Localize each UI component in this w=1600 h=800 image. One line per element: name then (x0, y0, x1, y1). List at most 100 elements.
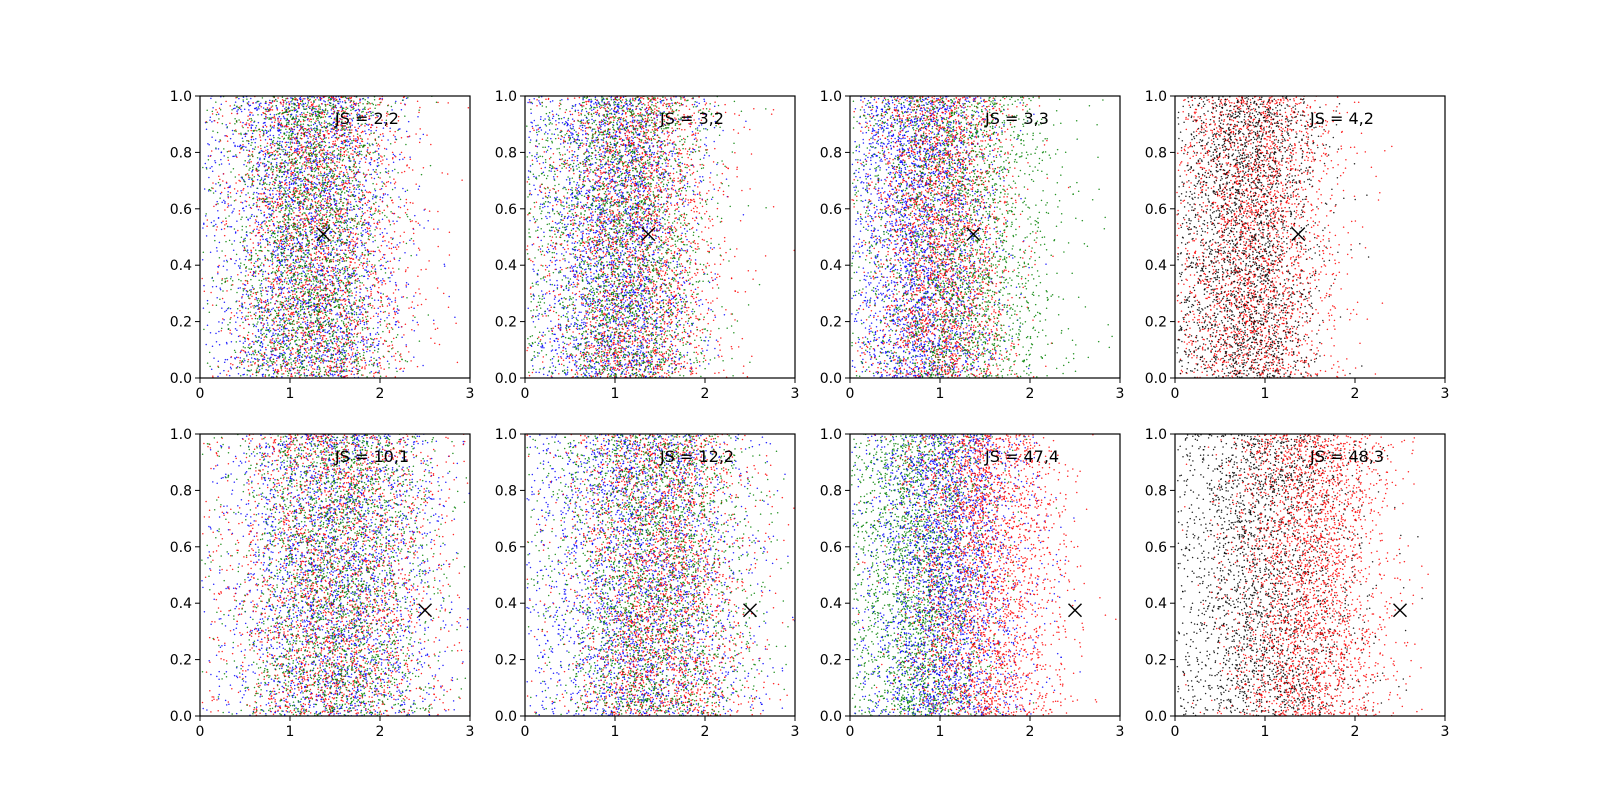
data-point (267, 304, 270, 306)
data-point (354, 104, 357, 106)
data-point (280, 280, 283, 282)
data-point (349, 251, 351, 254)
data-point (299, 344, 301, 347)
data-point (294, 121, 296, 123)
data-point (351, 343, 353, 345)
data-point (353, 297, 356, 299)
data-point (265, 279, 267, 281)
data-point (372, 194, 375, 196)
data-point (391, 151, 394, 154)
data-point (250, 207, 253, 210)
data-point (263, 301, 266, 303)
data-point (348, 121, 351, 124)
data-point (250, 124, 253, 126)
data-point (262, 326, 265, 329)
data-point (269, 193, 271, 195)
data-point (225, 124, 227, 126)
data-point (351, 142, 354, 144)
data-point (297, 300, 299, 303)
data-point (207, 142, 209, 145)
data-point (326, 270, 329, 272)
data-point (322, 213, 324, 216)
data-point (372, 338, 375, 341)
data-point (368, 115, 370, 117)
data-point (386, 232, 388, 235)
data-point (378, 286, 380, 289)
data-point (365, 222, 367, 225)
data-point (381, 162, 383, 165)
data-point (266, 239, 268, 242)
data-point (298, 315, 300, 317)
data-point (350, 153, 352, 155)
data-point (375, 278, 377, 280)
data-point (373, 337, 376, 340)
data-point (295, 142, 298, 145)
data-point (415, 183, 417, 185)
data-point (391, 300, 393, 303)
data-point (250, 262, 253, 264)
data-point (437, 228, 439, 230)
data-point (377, 321, 379, 324)
data-point (368, 275, 370, 277)
data-point (372, 315, 375, 317)
data-point (351, 304, 353, 306)
data-point (349, 221, 352, 223)
data-point (318, 356, 320, 359)
data-point (304, 286, 307, 289)
data-point (293, 268, 295, 271)
data-point (239, 121, 242, 123)
data-point (385, 167, 387, 170)
data-point (418, 288, 420, 290)
data-point (279, 262, 281, 264)
data-point (250, 97, 252, 100)
data-point (419, 292, 421, 295)
data-point (333, 156, 335, 158)
data-point (345, 375, 347, 377)
data-point (251, 124, 254, 127)
data-point (400, 356, 402, 358)
data-point (357, 266, 359, 269)
data-point (272, 249, 275, 251)
data-point (308, 141, 310, 144)
data-point (271, 151, 274, 154)
data-point (296, 230, 298, 232)
data-point (227, 370, 230, 372)
data-point (319, 282, 321, 285)
data-point (370, 173, 373, 176)
data-point (347, 249, 350, 252)
data-point (273, 323, 275, 325)
data-point (331, 146, 333, 148)
data-point (323, 214, 325, 217)
data-point (314, 99, 317, 101)
data-point (313, 373, 315, 376)
data-point (285, 126, 288, 128)
data-point (293, 313, 295, 316)
data-point (316, 184, 318, 186)
data-point (339, 331, 342, 333)
data-point (205, 343, 207, 346)
data-point (364, 202, 367, 205)
data-point (282, 342, 285, 344)
data-point (285, 300, 288, 302)
data-point (349, 242, 352, 244)
data-point (248, 353, 251, 355)
data-point (363, 303, 366, 306)
data-point (354, 173, 357, 176)
data-point (399, 153, 401, 156)
data-point (241, 177, 244, 180)
data-point (338, 229, 341, 231)
data-point (348, 346, 351, 349)
data-point (258, 134, 261, 136)
data-point (362, 340, 364, 343)
data-point (349, 105, 352, 107)
data-point (300, 361, 302, 363)
data-point (305, 231, 307, 234)
data-point (401, 171, 403, 174)
data-point (293, 169, 296, 171)
data-point (370, 371, 373, 373)
data-point (351, 254, 354, 256)
data-point (370, 206, 373, 208)
data-point (339, 151, 342, 153)
data-point (255, 358, 257, 360)
data-point (406, 135, 409, 138)
